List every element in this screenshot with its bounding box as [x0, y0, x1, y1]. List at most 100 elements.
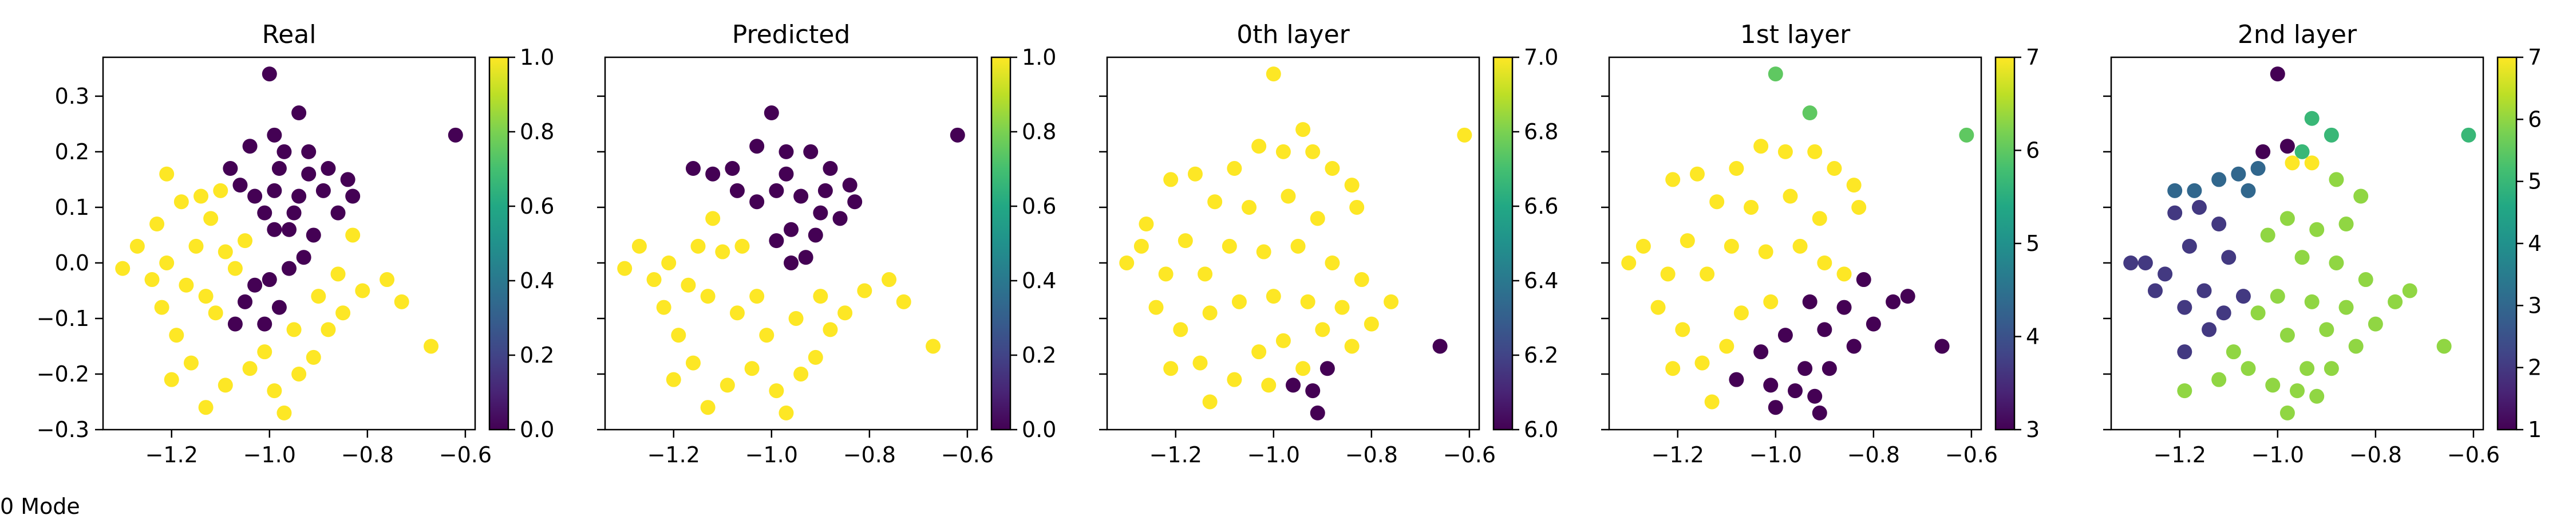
- x-tick-label: −0.6: [439, 442, 492, 467]
- colorbar-tick-label: 0.6: [520, 194, 554, 219]
- scatter-point: [129, 238, 145, 254]
- x-tick-label: −1.2: [647, 442, 700, 467]
- x-tick-label: −1.0: [1749, 442, 1802, 467]
- points-group: [1119, 66, 1472, 420]
- scatter-point: [744, 361, 760, 376]
- scatter-point: [1729, 372, 1744, 387]
- colorbar: [1494, 57, 1512, 430]
- scatter-point: [1812, 211, 1827, 226]
- scatter-point: [1783, 188, 1798, 204]
- scatter-point: [179, 277, 194, 293]
- scatter-point: [1851, 199, 1867, 215]
- scatter-point: [1846, 178, 1862, 193]
- scatter-point: [1846, 339, 1862, 354]
- scatter-point: [173, 194, 189, 210]
- scatter-point: [1178, 233, 1193, 249]
- scatter-point: [2221, 250, 2237, 265]
- colorbar: [1996, 57, 2014, 430]
- scatter-panel-1: Real −1.2 −1.0 −0.8 −0.6 −0.3 −0.2 −0.1 0.0 0.1 0.…: [37, 20, 555, 467]
- scatter-point: [1744, 199, 1759, 215]
- colorbar: [489, 57, 508, 430]
- scatter-point: [2250, 305, 2266, 321]
- y-tick-label: −0.1: [37, 306, 89, 331]
- scatter-point: [1934, 339, 1950, 354]
- scatter-point: [262, 66, 277, 82]
- scatter-point: [1733, 305, 1749, 321]
- scatter-point: [1207, 194, 1223, 210]
- scatter-point: [1689, 166, 1705, 182]
- scatter-point: [213, 183, 228, 198]
- scatter-point: [291, 188, 307, 204]
- scatter-point: [159, 255, 175, 270]
- scatter-point: [218, 378, 233, 393]
- scatter-point: [2324, 361, 2339, 376]
- scatter-point: [1295, 361, 1311, 376]
- scatter-point: [1305, 144, 1321, 159]
- scatter-point: [193, 188, 209, 204]
- scatter-point: [330, 205, 346, 221]
- colorbar-tick-label: 0.0: [520, 417, 554, 442]
- scatter-point: [2255, 144, 2271, 159]
- scatter-point: [291, 105, 307, 121]
- scatter-point: [2167, 205, 2183, 221]
- scatter-point: [1665, 172, 1681, 187]
- colorbar-tick-label: 0.0: [1022, 417, 1056, 442]
- scatter-point: [2187, 183, 2202, 198]
- scatter-point: [286, 322, 302, 337]
- panel-title: Predicted: [732, 20, 851, 49]
- scatter-point: [793, 366, 809, 382]
- x-tick-label: −1.0: [1247, 442, 1300, 467]
- panel-title: 0th layer: [1236, 20, 1350, 49]
- scatter-point: [2461, 127, 2476, 143]
- panel-title: 1st layer: [1740, 20, 1851, 49]
- scatter-point: [803, 144, 819, 159]
- scatter-point: [1133, 238, 1149, 254]
- scatter-point: [1163, 361, 1179, 376]
- scatter-point: [734, 238, 750, 254]
- scatter-point: [2300, 361, 2315, 376]
- scatter-point: [1256, 244, 1271, 260]
- scatter-point: [1827, 161, 1842, 176]
- scatter-point: [1251, 139, 1267, 154]
- scatter-point: [1242, 199, 1257, 215]
- scatter-point: [169, 328, 184, 343]
- colorbar-tick-label: 0.2: [520, 343, 554, 368]
- scatter-point: [1354, 272, 1369, 288]
- scatter-point: [823, 161, 838, 176]
- scatter-point: [2279, 139, 2295, 154]
- scatter-point: [267, 383, 282, 399]
- scatter-point: [1300, 294, 1315, 309]
- scatter-point: [1275, 144, 1291, 159]
- scatter-point: [2309, 388, 2325, 404]
- colorbar-tick-label: 7: [2026, 45, 2040, 70]
- colorbar-tick-label: 1.0: [520, 45, 554, 70]
- scatter-point: [671, 328, 686, 343]
- scatter-point: [286, 205, 302, 221]
- scatter-point: [2348, 339, 2364, 354]
- scatter-point: [813, 205, 828, 221]
- scatter-point: [154, 300, 169, 315]
- scatter-point: [306, 227, 321, 243]
- scatter-point: [311, 289, 326, 304]
- scatter-point: [779, 144, 794, 159]
- scatter-point: [2250, 161, 2266, 176]
- scatter-point: [1148, 300, 1164, 315]
- scatter-point: [257, 316, 272, 332]
- scatter-point: [1325, 161, 1340, 176]
- scatter-point: [685, 161, 701, 176]
- scatter-point: [2285, 155, 2300, 171]
- scatter-panel-5: 2nd layer −1.2 −1.0 −0.8 −0.6 1 2 3 4 5 6 7: [2103, 20, 2542, 467]
- scatter-point: [2123, 255, 2139, 270]
- panel-title: Real: [262, 20, 317, 49]
- scatter-point: [276, 144, 292, 159]
- scatter-point: [823, 322, 838, 337]
- scatter-point: [2177, 300, 2192, 315]
- scatter-point: [1866, 316, 1881, 332]
- scatter-point: [631, 238, 647, 254]
- points-group: [2123, 66, 2476, 420]
- scatter-point: [1344, 339, 1360, 354]
- scatter-point: [315, 183, 331, 198]
- scatter-point: [345, 188, 361, 204]
- scatter-point: [1275, 333, 1291, 348]
- figure-footer-label: 0 Mode: [0, 494, 80, 519]
